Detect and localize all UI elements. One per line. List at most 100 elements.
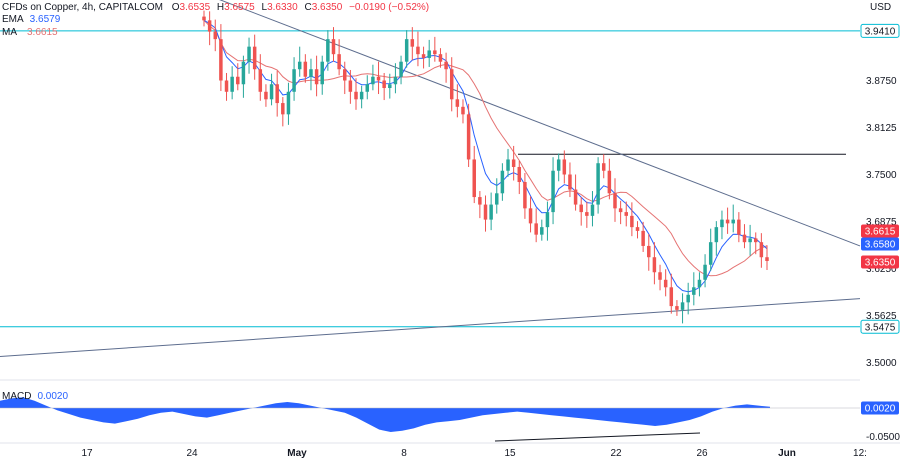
- candle-body: [720, 219, 724, 228]
- macd-legend: MACD 0.0020: [2, 391, 68, 402]
- candle-body: [596, 163, 600, 205]
- time-tick: Jun: [778, 448, 796, 459]
- time-tick: 12:: [853, 448, 867, 459]
- currency-label: USD: [870, 2, 891, 13]
- time-tick: 22: [610, 448, 622, 459]
- macd-tick: -0.0500: [866, 432, 900, 443]
- candle-body: [399, 61, 403, 77]
- candle-body: [388, 84, 392, 89]
- candle-body: [540, 227, 544, 235]
- candle-body: [326, 39, 330, 62]
- price-tag-label: 3.9410: [865, 26, 896, 37]
- candle-body: [269, 84, 274, 100]
- candle-body: [737, 219, 741, 235]
- price-tag-box: [861, 237, 899, 251]
- candle-body: [252, 46, 257, 70]
- price-tag-box: [861, 224, 899, 238]
- candle-body: [213, 31, 218, 40]
- price-tag-label: 3.6350: [865, 258, 896, 269]
- candle-body: [314, 69, 319, 85]
- candle-body: [585, 212, 589, 216]
- candle-body: [230, 76, 234, 92]
- candle-body: [207, 20, 212, 32]
- ascending-trendline: [0, 298, 861, 357]
- price-axis-ticks: 3.8750 3.8125 3.7500 3.6875 3.6250 3.5625 3.50…: [866, 76, 897, 369]
- price-tick: 3.6875: [866, 217, 897, 228]
- candle-body: [630, 215, 634, 228]
- candle-body: [427, 50, 431, 58]
- candle-body: [281, 103, 285, 115]
- moving-averages: [203, 19, 768, 293]
- time-tick: 8: [401, 448, 407, 459]
- candle-body: [590, 204, 595, 216]
- candle-body: [658, 272, 662, 280]
- candle-body: [410, 39, 415, 47]
- macd-area: [0, 397, 770, 432]
- candle-body: [421, 54, 426, 58]
- price-tick: 3.6250: [866, 264, 897, 275]
- candle-body: [523, 182, 527, 209]
- price-tick: 3.5625: [866, 311, 897, 322]
- candle-body: [483, 204, 488, 220]
- time-axis-ticks: 17 24 May 8 15 22 26 Jun 12:: [81, 448, 867, 459]
- candle-body: [647, 245, 651, 258]
- candle-body: [382, 80, 386, 89]
- price-tick: 3.5000: [866, 358, 897, 369]
- candle-body: [500, 170, 505, 194]
- trendlines: [0, 0, 861, 357]
- candle-body: [264, 91, 268, 100]
- candle-body: [219, 39, 223, 81]
- candle-body: [551, 170, 555, 213]
- candle-body: [528, 208, 533, 224]
- candle-body: [534, 223, 538, 235]
- candle-body: [466, 114, 471, 160]
- price-tick: 3.7500: [866, 170, 897, 181]
- candle-body: [562, 159, 567, 175]
- candle-body: [495, 193, 499, 205]
- candle-body: [376, 76, 381, 81]
- candle-body: [472, 159, 476, 198]
- candle-body: [624, 212, 628, 216]
- horizontal-levels: [0, 30, 860, 328]
- candle-body: [416, 46, 420, 55]
- candle-body: [731, 219, 735, 224]
- candle-body: [725, 219, 730, 224]
- candle-body: [641, 230, 645, 246]
- candle-body: [359, 91, 364, 100]
- candle-body: [337, 54, 341, 70]
- candle-body: [478, 197, 482, 205]
- candle-body: [286, 91, 291, 115]
- price-tick: 3.8125: [866, 123, 897, 134]
- candle-body: [635, 227, 640, 231]
- candle-body: [393, 76, 398, 85]
- macd-divergence-line: [494, 432, 701, 442]
- candle-body: [343, 69, 347, 81]
- candle-body: [303, 61, 308, 77]
- candle-body: [607, 170, 612, 194]
- macd-pane: -0.0500: [0, 397, 900, 443]
- candle-body: [404, 39, 409, 62]
- ma-line: [203, 19, 768, 277]
- candle-body: [297, 61, 302, 70]
- candle-body: [455, 99, 460, 107]
- time-tick: 17: [81, 448, 93, 459]
- price-tag-label: 3.5475: [865, 322, 896, 333]
- candle-body: [573, 189, 578, 205]
- candle-body: [618, 208, 623, 213]
- candle-body: [753, 238, 758, 243]
- candle-body: [680, 302, 685, 310]
- candle-body: [489, 204, 493, 220]
- candle-body: [669, 287, 674, 307]
- time-tick: 15: [504, 448, 516, 459]
- candle-body: [433, 50, 437, 55]
- price-tag-label: 3.6615: [865, 227, 896, 238]
- candle-body: [202, 16, 206, 21]
- candle-body: [461, 106, 465, 115]
- price-tag-box: [861, 255, 899, 269]
- candle-body: [765, 257, 769, 261]
- macd-tag-box: [861, 401, 899, 415]
- legend-ma: MA 3.6615: [2, 27, 58, 38]
- candle-body: [663, 279, 668, 288]
- candle-body: [506, 159, 510, 171]
